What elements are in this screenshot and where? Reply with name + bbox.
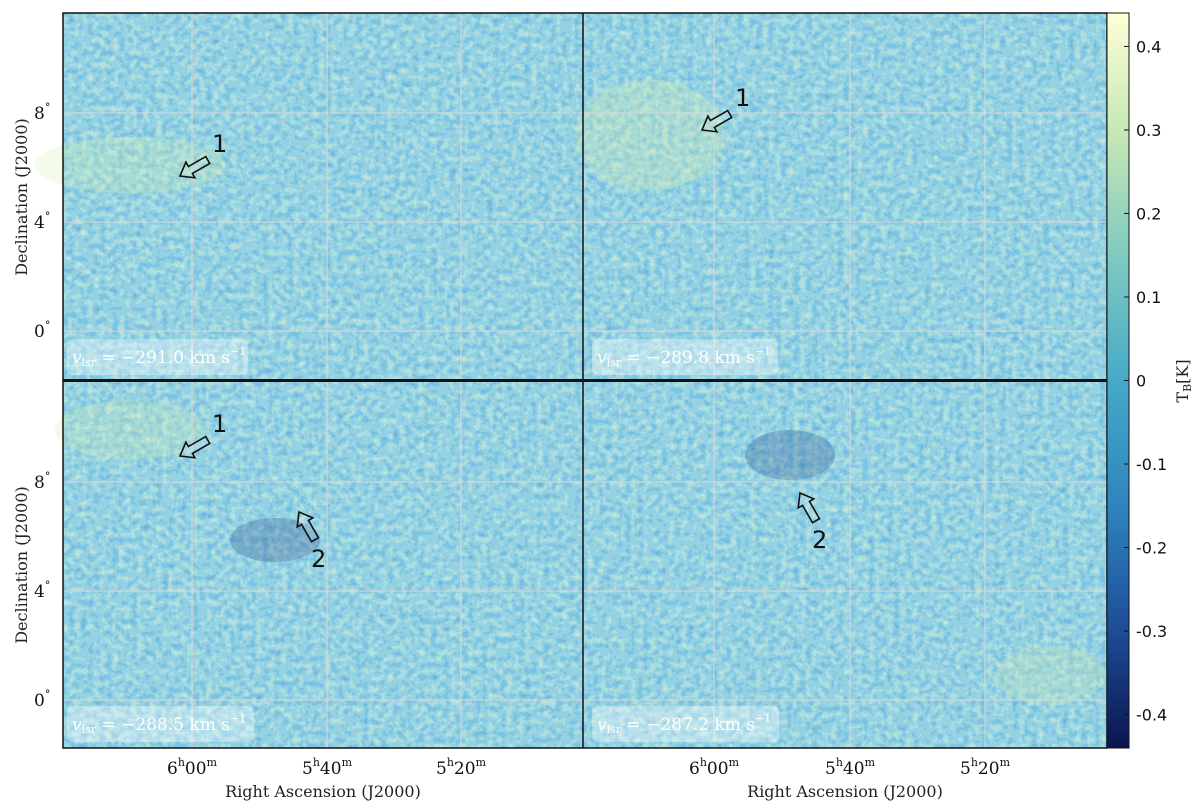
emission-feature-1 — [55, 400, 205, 460]
colorbar: 0.4 0.3 0.2 0.1 0 -0.1 -0.2 -0.3 -0.4 TB[K] — [1106, 12, 1194, 749]
y-axis-title-top: Declination (J2000) — [12, 118, 31, 276]
marker-label-1: 1 — [212, 410, 227, 438]
ra-tick: 5h40m — [825, 756, 876, 779]
svg-text:vlsr = −287.2 km s−1: vlsr = −287.2 km s−1 — [597, 712, 771, 736]
x-axis-title-left: Right Ascension (J2000) — [225, 782, 421, 801]
y-axis-title-bottom: Declination (J2000) — [12, 486, 31, 644]
absorption-feature-2 — [745, 430, 835, 480]
dec-tick: 8° — [34, 101, 50, 124]
colorbar-tick-label: 0.3 — [1136, 121, 1161, 140]
ra-tick: 5h20m — [960, 756, 1011, 779]
marker-label-1: 1 — [212, 130, 227, 158]
feature-markers: 1 1 1 2 2 — [178, 84, 827, 573]
map-noise — [63, 13, 583, 380]
ra-tick: 6h00m — [689, 756, 740, 779]
arrow-icon — [178, 155, 211, 179]
absorption-feature-2 — [230, 518, 320, 562]
dec-ticks-top: 8° 4° 0° — [34, 101, 50, 342]
marker-label-1: 1 — [735, 84, 750, 112]
svg-text:vlsr = −289.8 km s−1: vlsr = −289.8 km s−1 — [597, 345, 771, 369]
colorbar-tick-label: 0.2 — [1136, 204, 1161, 223]
dec-tick: 8° — [34, 470, 50, 493]
velocity-label-bottom-right: vlsr = −287.2 km s−1 — [592, 706, 779, 742]
dec-tick: 4° — [34, 579, 50, 602]
colorbar-tick-label: -0.4 — [1136, 706, 1167, 725]
map-noise — [63, 381, 583, 748]
colorbar-tick-label: -0.3 — [1136, 622, 1167, 641]
colorbar-tick-label: 0.4 — [1136, 37, 1161, 56]
emission-feature-1 — [575, 80, 725, 190]
panel-top-left — [35, 13, 583, 380]
arrow-icon — [296, 510, 320, 543]
marker-label-2: 2 — [311, 545, 326, 573]
colorbar-ticks: 0.4 0.3 0.2 0.1 0 -0.1 -0.2 -0.3 -0.4 — [1124, 37, 1167, 725]
velocity-label-top-left: vlsr = −291.0 km s−1 — [67, 339, 248, 375]
panel-top-right — [575, 13, 1107, 380]
map-noise — [583, 381, 1107, 748]
panel-bottom-left — [55, 381, 583, 748]
colorbar-tick-label: -0.2 — [1136, 539, 1167, 558]
map-noise — [583, 13, 1107, 380]
marker-label-2: 2 — [812, 526, 827, 554]
dec-tick: 0° — [34, 688, 50, 711]
arrow-icon — [700, 109, 733, 133]
velocity-labels: vlsr = −291.0 km s−1 vlsr = −289.8 km s−… — [67, 339, 779, 742]
svg-text:vlsr = −291.0 km s−1: vlsr = −291.0 km s−1 — [72, 345, 246, 369]
dec-tick: 0° — [34, 319, 50, 342]
panels-group — [35, 13, 1107, 748]
ra-tick: 5h40m — [302, 756, 353, 779]
emission-feature-right — [995, 645, 1105, 705]
colorbar-tick-label: -0.1 — [1136, 455, 1167, 474]
colorbar-tick-label: 0 — [1136, 372, 1146, 391]
velocity-label-top-right: vlsr = −289.8 km s−1 — [592, 339, 778, 375]
emission-feature-1 — [35, 137, 225, 193]
svg-text:vlsr = −288.5 km s−1: vlsr = −288.5 km s−1 — [72, 712, 246, 736]
ra-ticks-left: 6h00m 5h40m 5h20m — [167, 756, 487, 779]
ra-tick: 5h20m — [436, 756, 487, 779]
arrow-icon — [797, 491, 821, 524]
colorbar-tick-label: 0.1 — [1136, 288, 1161, 307]
ra-tick: 6h00m — [167, 756, 218, 779]
x-axis-title-right: Right Ascension (J2000) — [747, 782, 943, 801]
dec-tick: 4° — [34, 210, 50, 233]
arrow-icon — [178, 435, 211, 459]
ra-ticks-right: 6h00m 5h40m 5h20m — [689, 756, 1011, 779]
colorbar-label: TB[K] — [1173, 359, 1194, 402]
dec-ticks-bottom: 8° 4° 0° — [34, 470, 50, 711]
panel-bottom-right — [583, 381, 1107, 748]
velocity-label-bottom-left: vlsr = −288.5 km s−1 — [67, 706, 254, 742]
